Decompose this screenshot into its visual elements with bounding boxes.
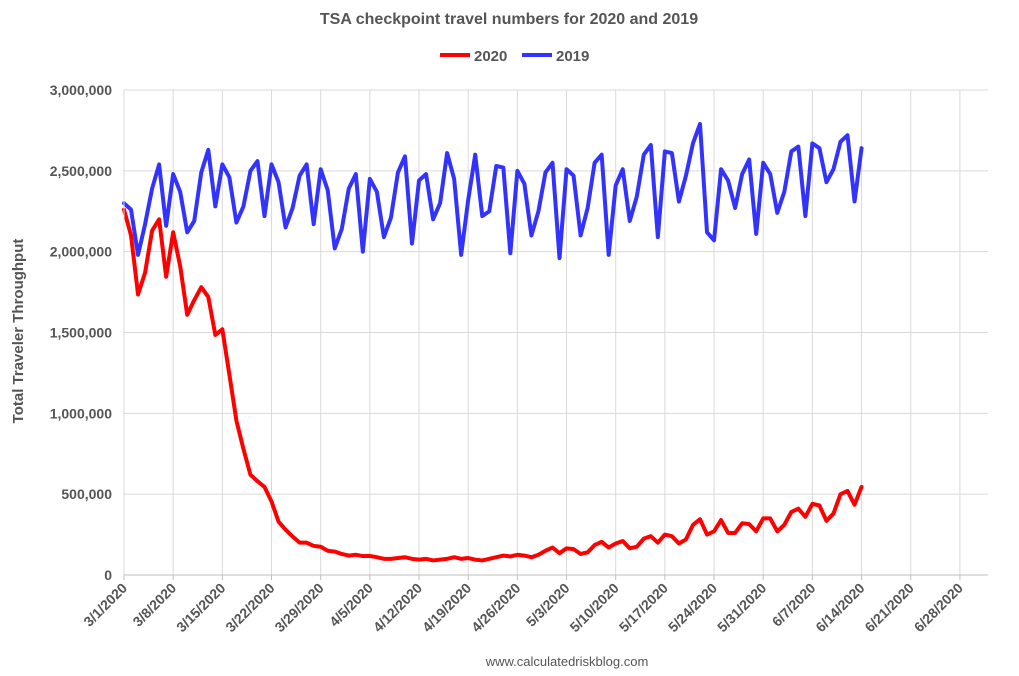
series-line-2020 [122, 207, 864, 563]
legend-label-2019: 2019 [556, 48, 589, 65]
y-tick-label: 1,500,000 [50, 325, 112, 341]
y-tick-label: 2,500,000 [50, 163, 112, 179]
series-line-2019 [122, 121, 864, 261]
legend-item-2020[interactable]: 2020 [440, 48, 507, 65]
legend: 2020 2019 [440, 48, 589, 65]
axes [123, 90, 988, 576]
series-lines [122, 121, 864, 563]
y-tick-label: 1,000,000 [50, 405, 112, 421]
legend-item-2019[interactable]: 2019 [522, 48, 589, 65]
legend-label-2020: 2020 [474, 48, 507, 65]
y-tick-label: 2,000,000 [50, 244, 112, 260]
y-tick-label: 0 [104, 567, 112, 583]
y-tick-label: 3,000,000 [50, 82, 112, 98]
y-axis-ticks: 0 500,000 1,000,000 1,500,000 2,000,000 2,500… [50, 82, 113, 583]
chart-title: TSA checkpoint travel numbers for 2020 a… [320, 11, 698, 28]
y-axis-title: Total Traveler Throughput [10, 239, 27, 424]
y-tick-label: 500,000 [61, 486, 112, 502]
source-credit: www.calculatedriskblog.com [485, 654, 649, 669]
